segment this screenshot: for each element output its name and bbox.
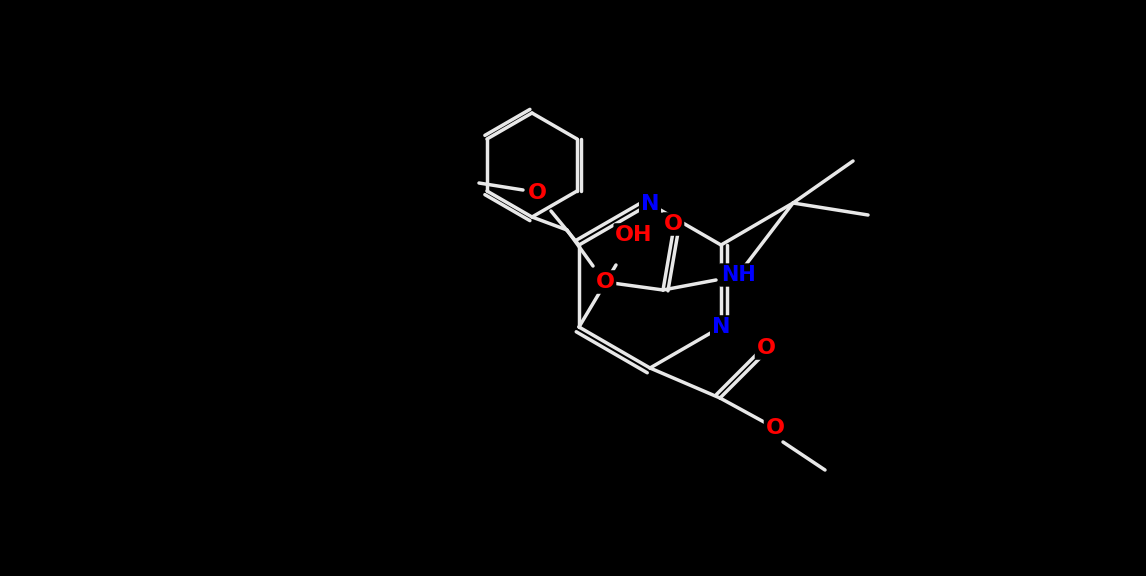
Text: N: N: [712, 317, 730, 337]
Text: N: N: [641, 194, 659, 214]
Text: O: O: [596, 272, 614, 292]
Text: O: O: [664, 214, 683, 234]
Text: NH: NH: [721, 265, 755, 285]
Text: O: O: [527, 183, 547, 203]
Text: O: O: [756, 338, 776, 358]
Text: OH: OH: [615, 225, 653, 245]
Text: O: O: [766, 418, 785, 438]
